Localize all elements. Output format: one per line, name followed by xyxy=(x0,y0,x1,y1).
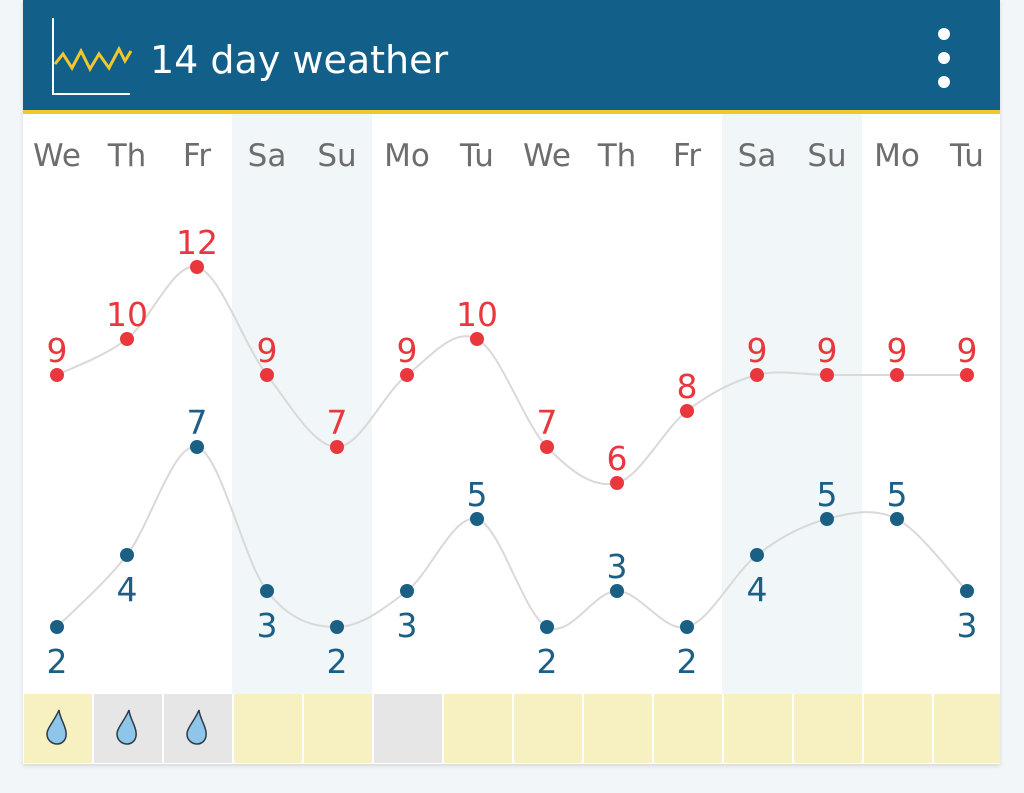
chart-icon xyxy=(52,18,133,95)
high-temp-point xyxy=(610,476,624,490)
low-temp-label: 5 xyxy=(887,475,908,514)
day-label: Tu xyxy=(949,138,984,174)
low-temp-label: 3 xyxy=(607,547,628,586)
widget-title: 14 day weather xyxy=(150,38,449,82)
low-temp-label: 3 xyxy=(257,606,278,645)
raindrop-icon xyxy=(46,709,67,745)
high-temp-point xyxy=(750,368,764,382)
low-temp-point xyxy=(400,584,414,598)
rain-cell xyxy=(934,694,1000,763)
low-temp-point xyxy=(680,620,694,634)
high-temp-point xyxy=(890,368,904,382)
day-label: Tu xyxy=(459,138,494,174)
high-temp-label: 7 xyxy=(327,403,348,442)
high-temp-point xyxy=(960,368,974,382)
more-vertical-icon xyxy=(938,28,950,40)
day-label: Su xyxy=(807,138,846,174)
low-temp-point xyxy=(610,584,624,598)
high-temp-point xyxy=(820,368,834,382)
rain-cell xyxy=(234,694,302,763)
high-temp-point xyxy=(120,332,134,346)
high-temp-label: 6 xyxy=(607,439,628,478)
rain-cell xyxy=(444,694,512,763)
day-label: Sa xyxy=(738,138,777,174)
high-temp-point xyxy=(400,368,414,382)
low-temp-label: 4 xyxy=(117,570,138,609)
low-temp-label: 5 xyxy=(467,475,488,514)
low-temp-point xyxy=(50,620,64,634)
high-temp-label: 9 xyxy=(47,331,68,370)
high-temp-label: 9 xyxy=(817,331,838,370)
high-temp-label: 9 xyxy=(887,331,908,370)
day-label: We xyxy=(523,138,571,174)
low-temp-label: 3 xyxy=(957,606,978,645)
high-temp-point xyxy=(190,260,204,274)
low-temp-label: 2 xyxy=(327,642,348,681)
low-temp-point xyxy=(890,512,904,526)
low-temp-point xyxy=(540,620,554,634)
rain-cell xyxy=(374,694,442,763)
low-temp-label: 2 xyxy=(47,642,68,681)
rain-cell xyxy=(794,694,862,763)
day-label: Fr xyxy=(673,138,702,174)
low-temp-point xyxy=(120,548,134,562)
day-label: Fr xyxy=(183,138,212,174)
day-label: Sa xyxy=(248,138,287,174)
widget-header: 14 day weather xyxy=(23,0,1000,114)
raindrop-icon xyxy=(186,709,207,745)
high-temp-point xyxy=(330,440,344,454)
high-temp-label: 9 xyxy=(747,331,768,370)
more-options-button[interactable] xyxy=(927,24,961,92)
low-temp-label: 7 xyxy=(187,403,208,442)
high-temp-label: 9 xyxy=(957,331,978,370)
low-temp-point xyxy=(470,512,484,526)
day-label: Su xyxy=(317,138,356,174)
high-temp-point xyxy=(540,440,554,454)
day-label: We xyxy=(33,138,81,174)
high-temp-label: 7 xyxy=(537,403,558,442)
rain-cell xyxy=(724,694,792,763)
raindrop-icon xyxy=(116,709,137,745)
low-temp-label: 3 xyxy=(397,606,418,645)
rain-cell xyxy=(584,694,652,763)
rain-cell xyxy=(514,694,582,763)
low-temp-point xyxy=(820,512,834,526)
day-label: Mo xyxy=(874,138,920,174)
high-temp-label: 8 xyxy=(677,367,698,406)
weekend-column xyxy=(302,114,372,694)
low-temp-point xyxy=(750,548,764,562)
high-temp-label: 10 xyxy=(456,295,498,334)
day-label: Mo xyxy=(384,138,430,174)
day-label: Th xyxy=(597,138,637,174)
high-temp-point xyxy=(260,368,274,382)
high-temp-label: 9 xyxy=(397,331,418,370)
rain-cell xyxy=(304,694,372,763)
rain-cell xyxy=(864,694,932,763)
high-temp-label: 10 xyxy=(106,295,148,334)
temperature-chart: We Th Fr Sa Su Mo Tu We Th Fr Sa Su Mo Tu 9 10 12 9 7 9 10 7 6… xyxy=(24,114,1000,763)
weekend-column xyxy=(722,114,792,694)
low-temp-point xyxy=(960,584,974,598)
rain-cell xyxy=(654,694,722,763)
high-temp-point xyxy=(680,404,694,418)
low-temp-label: 2 xyxy=(537,642,558,681)
day-label: Th xyxy=(107,138,147,174)
weekend-column xyxy=(792,114,862,694)
high-temp-label: 12 xyxy=(176,223,218,262)
high-temp-line xyxy=(56,265,967,486)
low-temp-point xyxy=(190,440,204,454)
low-temp-label: 2 xyxy=(677,642,698,681)
low-temp-label: 4 xyxy=(747,570,768,609)
low-temp-label: 5 xyxy=(817,475,838,514)
high-temp-point xyxy=(470,332,484,346)
high-temp-point xyxy=(50,368,64,382)
high-temp-label: 9 xyxy=(257,331,278,370)
low-temp-point xyxy=(260,584,274,598)
low-temp-point xyxy=(330,620,344,634)
weather-widget[interactable]: 14 day weather We Th Fr Sa Su Mo Tu We Th Fr Sa Su M… xyxy=(23,0,1000,764)
